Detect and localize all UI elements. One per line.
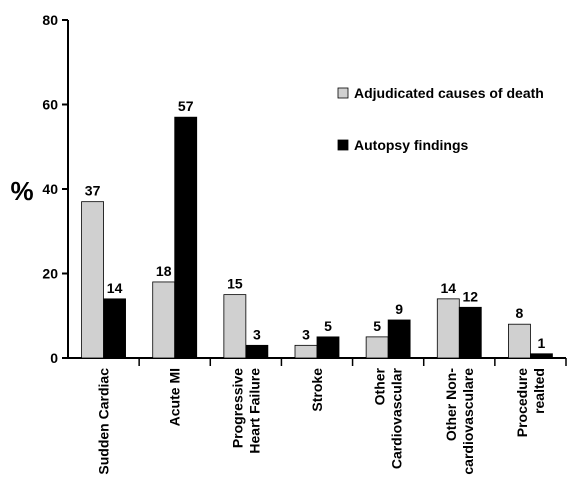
legend-label: Adjudicated causes of death [354, 85, 544, 101]
bar-adjudicated [437, 299, 459, 358]
x-category-label: Stroke [309, 368, 325, 412]
y-axis-title: % [10, 176, 33, 206]
data-label: 18 [156, 263, 172, 279]
bar-autopsy [317, 337, 339, 358]
data-label: 3 [253, 326, 261, 342]
data-label: 5 [373, 318, 381, 334]
bar-adjudicated [295, 345, 317, 358]
x-category-label-group: Procedure realted [514, 368, 547, 437]
x-category-label-group: Stroke [309, 368, 325, 412]
x-category-label-group: Sudden Cardiac [96, 368, 112, 475]
x-category-label: Procedure [514, 368, 530, 437]
y-tick-label: 40 [42, 181, 58, 197]
data-label: 57 [178, 98, 194, 114]
x-category-label-group: Progressive Heart Failure [229, 368, 262, 454]
bar-autopsy [175, 117, 197, 358]
bar-adjudicated [82, 202, 104, 358]
data-label: 14 [440, 280, 456, 296]
data-label: 37 [85, 183, 101, 199]
bar-autopsy [388, 320, 410, 358]
y-tick-label: 80 [42, 12, 58, 28]
data-label: 5 [324, 318, 332, 334]
data-label: 8 [516, 305, 524, 321]
bar-autopsy [459, 307, 481, 358]
data-label: 9 [395, 301, 403, 317]
x-category-label-group: Other Cardiovascular [372, 367, 405, 469]
data-label: 15 [227, 276, 243, 292]
data-label: 12 [462, 288, 478, 304]
x-category-label: cardiovasculare [460, 368, 476, 475]
y-tick-label: 20 [42, 266, 58, 282]
legend-swatch-adjudicated [338, 88, 348, 98]
x-category-label: Progressive [229, 368, 245, 448]
y-tick-label: 0 [50, 350, 58, 366]
data-label: 1 [538, 335, 546, 351]
bar-adjudicated [366, 337, 388, 358]
bar-adjudicated [224, 295, 246, 358]
x-category-label: Acute MI [167, 368, 183, 426]
x-category-label: Other [372, 367, 388, 405]
x-category-label: Sudden Cardiac [96, 368, 112, 475]
bar-adjudicated [153, 282, 175, 358]
legend: Adjudicated causes of death Autopsy findi… [338, 85, 544, 153]
bar-autopsy [530, 354, 552, 358]
x-category-label-group: Other Non-cardiovasculare [443, 368, 476, 475]
y-tick-label: 60 [42, 97, 58, 113]
bar-adjudicated [508, 324, 530, 358]
bar-autopsy [246, 345, 268, 358]
x-category-label-group: Acute MI [167, 368, 183, 426]
legend-swatch-autopsy [338, 140, 348, 150]
data-label: 3 [302, 326, 310, 342]
bar-autopsy [104, 299, 126, 358]
legend-label: Autopsy findings [354, 137, 469, 153]
bars [82, 117, 553, 358]
x-category-label: Other Non- [443, 368, 459, 441]
x-category-label: Cardiovascular [389, 367, 405, 469]
x-category-label: realted [531, 368, 547, 414]
data-label: 14 [107, 280, 123, 296]
x-category-label: Heart Failure [246, 368, 262, 454]
